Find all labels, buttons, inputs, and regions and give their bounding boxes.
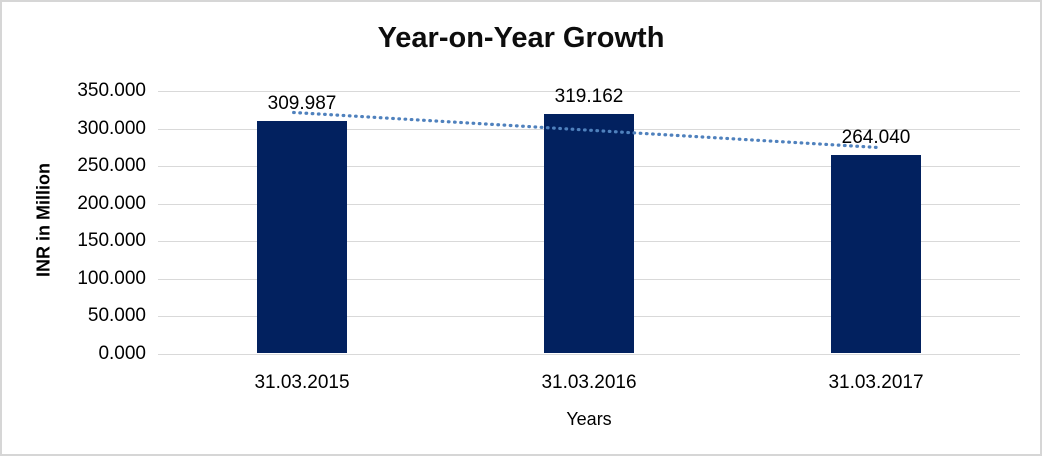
bar (831, 155, 921, 353)
y-tick-label: 200.000 (77, 193, 146, 214)
bar (257, 121, 347, 353)
y-tick-label: 300.000 (77, 118, 146, 139)
bar-value-label: 319.162 (554, 86, 624, 107)
y-tick-label: 0.000 (98, 343, 146, 364)
bar-value-label: 309.987 (267, 93, 337, 114)
x-tick-label: 31.03.2017 (828, 372, 924, 393)
bar (544, 114, 634, 353)
gridline (158, 354, 1020, 355)
chart-title: Year-on-Year Growth (377, 22, 665, 54)
y-tick-label: 250.000 (77, 155, 146, 176)
x-axis-title: Years (566, 409, 612, 429)
x-tick-label: 31.03.2016 (541, 372, 637, 393)
y-tick-label: 350.000 (77, 80, 146, 101)
y-tick-label: 50.000 (87, 305, 146, 326)
y-axis-title: INR in Million (33, 163, 54, 277)
gridline (158, 91, 1020, 92)
x-tick-label: 31.03.2015 (254, 372, 350, 393)
bar-value-label: 264.040 (841, 127, 911, 148)
y-tick-label: 150.000 (77, 230, 146, 251)
y-tick-label: 100.000 (77, 268, 146, 289)
